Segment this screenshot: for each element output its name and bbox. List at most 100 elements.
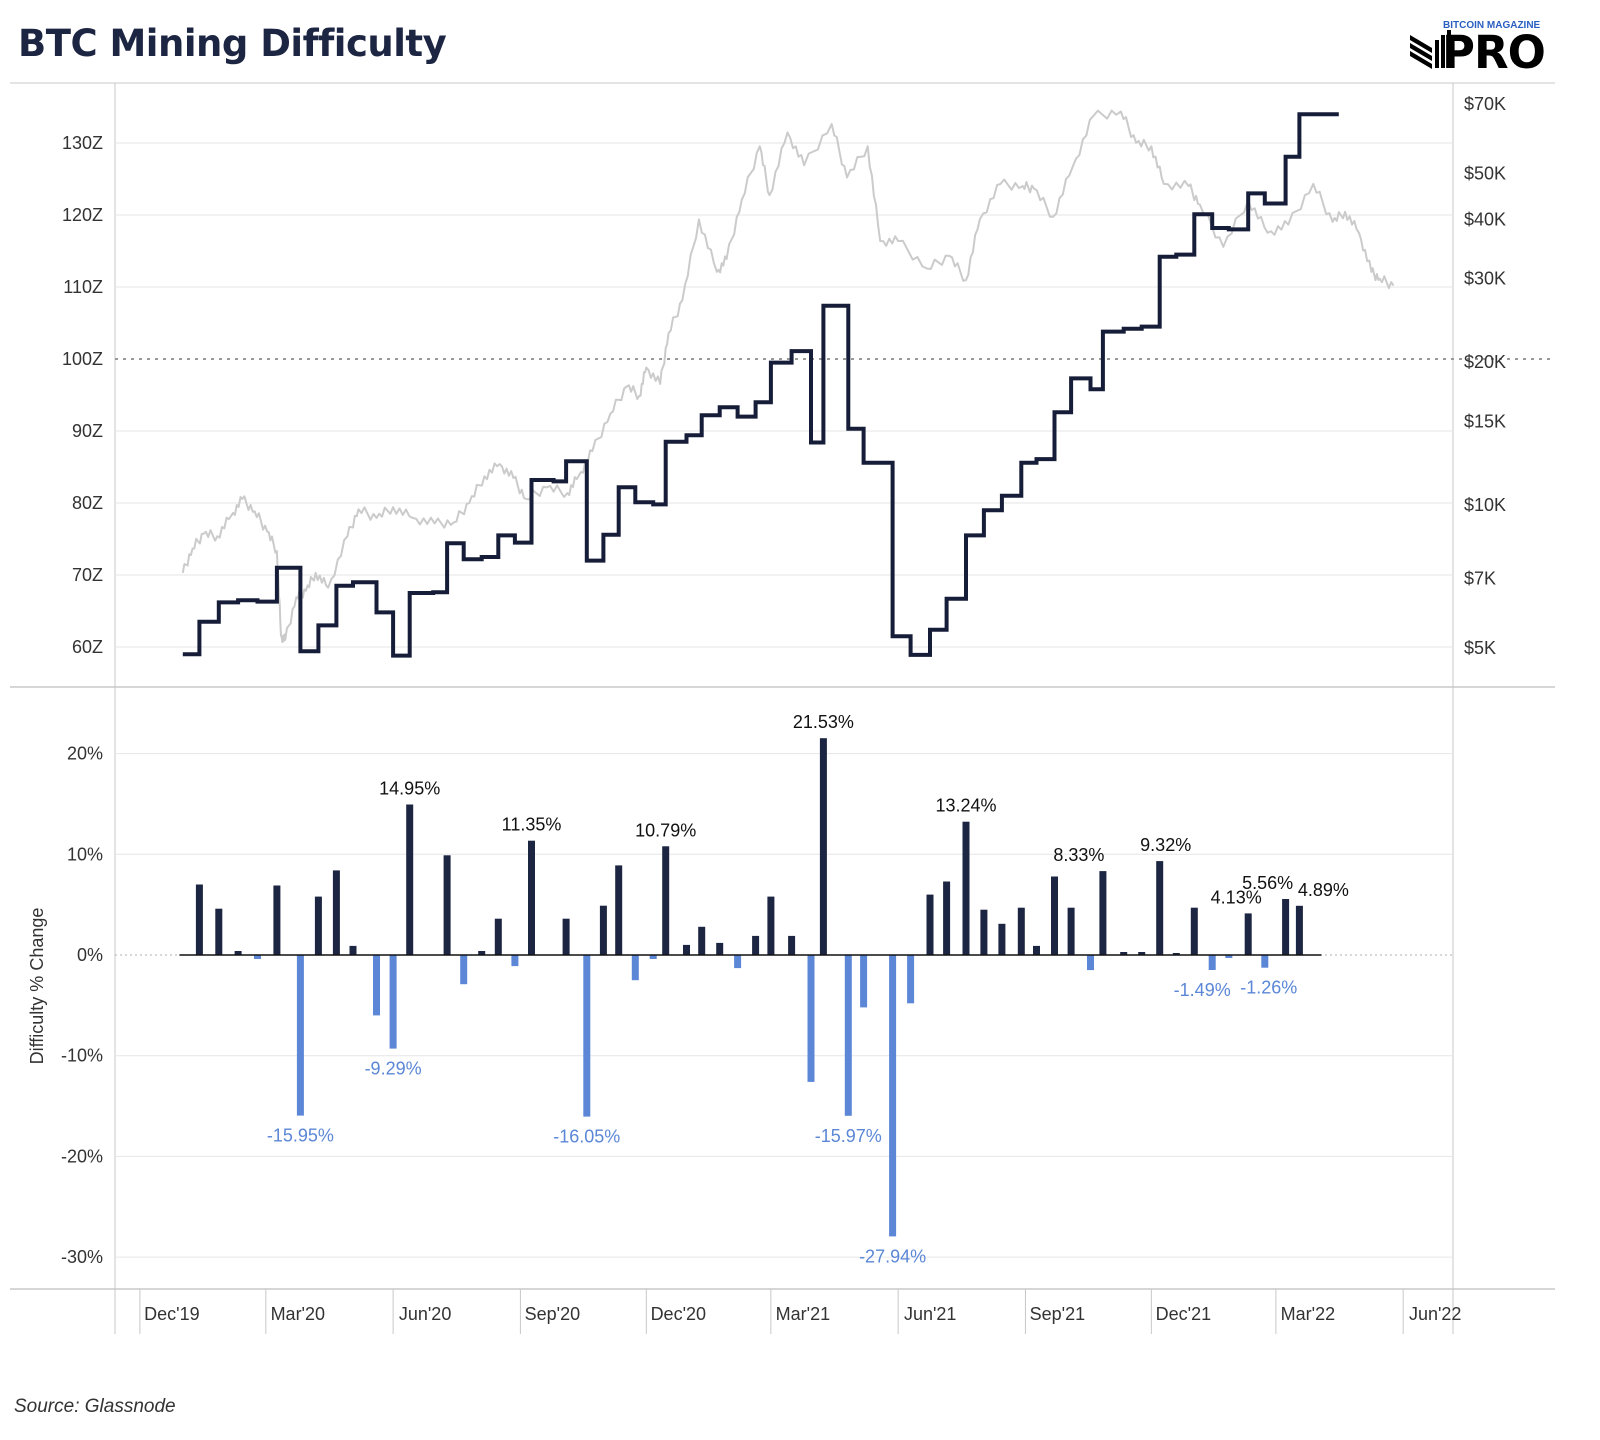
bar xyxy=(234,951,242,955)
y-tick-label: -10% xyxy=(61,1046,103,1066)
bar-value-label: 5.56% xyxy=(1242,873,1293,893)
bitcoin-magazine-pro-logo: BITCOIN MAGAZINE PRO xyxy=(1410,20,1546,79)
bar xyxy=(273,885,281,955)
bar xyxy=(494,918,502,955)
chart-title: BTC Mining Difficulty xyxy=(18,22,447,65)
bar xyxy=(943,881,951,955)
bar xyxy=(819,738,827,955)
y-tick-label: 90Z xyxy=(72,421,103,441)
bar xyxy=(1172,953,1180,955)
bar xyxy=(1282,899,1290,955)
bar xyxy=(528,840,535,955)
x-tick-label: Jun'22 xyxy=(1409,1304,1461,1324)
chart-frame xyxy=(10,82,1555,1334)
bottom-panel-gridlines xyxy=(115,753,1453,1258)
price-line xyxy=(181,109,1395,644)
source-note: Source: Glassnode xyxy=(14,1396,176,1417)
bar-value-label: -1.26% xyxy=(1240,978,1297,998)
bar xyxy=(373,955,380,1016)
y2-tick-label: $20K xyxy=(1464,352,1506,372)
bar xyxy=(1017,907,1025,955)
bar xyxy=(332,870,340,955)
bar xyxy=(683,944,690,955)
bar-value-label: -1.49% xyxy=(1174,980,1231,1000)
y2-tick-label: $70K xyxy=(1464,94,1506,114)
top-panel-gridlines xyxy=(115,142,1453,648)
x-tick-label: Dec'20 xyxy=(651,1304,706,1324)
bottom-y-axis-label: Difficulty % Change xyxy=(27,908,47,1065)
bar xyxy=(698,926,706,955)
bar xyxy=(807,955,815,1082)
y-tick-label: 80Z xyxy=(72,493,103,513)
bar xyxy=(389,955,397,1049)
bar xyxy=(716,942,724,955)
bar xyxy=(1156,861,1164,955)
bar xyxy=(1120,952,1128,955)
bottom-axis-ticks: 20% 10% 0% -10% -20% -30% xyxy=(61,744,103,1268)
bar xyxy=(460,955,468,985)
bar xyxy=(998,923,1006,955)
y-tick-label: 70Z xyxy=(72,565,103,585)
bar-value-label: 11.35% xyxy=(502,815,562,835)
y-tick-label: 60Z xyxy=(72,637,103,657)
y-tick-label: 100Z xyxy=(62,349,103,369)
y-tick-label: 130Z xyxy=(62,133,103,153)
bar xyxy=(788,935,796,955)
bar xyxy=(478,951,486,955)
difficulty-line xyxy=(182,112,1339,658)
bar xyxy=(734,955,742,969)
x-tick-label: Dec'19 xyxy=(144,1304,199,1324)
y-tick-label: 0% xyxy=(77,945,103,965)
top-left-axis-ticks: 60Z 70Z 80Z 90Z 100Z 110Z 120Z 130Z xyxy=(62,133,103,657)
x-axis-ticks: Dec'19 Mar'20 Jun'20 Sep'20 Dec'20 Mar'21 Jun'… xyxy=(139,1289,1461,1334)
bar xyxy=(662,846,670,955)
bar xyxy=(1208,955,1216,970)
y-tick-label: 20% xyxy=(67,744,103,764)
bar-value-label: -15.97% xyxy=(815,1126,882,1146)
bar xyxy=(844,955,852,1116)
bar xyxy=(1225,955,1233,958)
bar xyxy=(1087,955,1094,971)
bar-value-label: 10.79% xyxy=(635,820,696,840)
y2-tick-label: $15K xyxy=(1464,412,1506,432)
bar-data-labels: -15.95% -9.29% 14.95% 11.35% -16.05% 10.79% 21… xyxy=(267,712,1349,1266)
bar xyxy=(254,955,261,959)
bar xyxy=(889,955,897,1237)
y2-tick-label: $10K xyxy=(1464,495,1506,515)
x-tick-label: Jun'20 xyxy=(399,1304,451,1324)
y-tick-label: 110Z xyxy=(63,277,103,297)
bar xyxy=(1261,955,1269,968)
y-tick-label: 120Z xyxy=(62,205,103,225)
y2-tick-label: $7K xyxy=(1464,569,1496,589)
bar-value-label: -15.95% xyxy=(267,1126,334,1146)
bar xyxy=(1295,905,1303,955)
bar xyxy=(511,955,519,967)
bar xyxy=(1138,952,1146,955)
bar xyxy=(443,855,451,955)
x-tick-label: Mar'22 xyxy=(1281,1304,1335,1324)
x-tick-label: Mar'20 xyxy=(271,1304,325,1324)
bar xyxy=(583,955,591,1117)
bar xyxy=(296,955,304,1116)
bar xyxy=(215,908,223,955)
x-tick-label: Dec'21 xyxy=(1156,1304,1211,1324)
x-tick-label: Sep'20 xyxy=(525,1304,581,1324)
bar-value-label: -16.05% xyxy=(553,1127,620,1147)
bar xyxy=(962,821,970,955)
bar xyxy=(980,909,988,955)
bar-value-label: 13.24% xyxy=(935,796,996,816)
bar xyxy=(599,905,607,955)
logo-top-text: BITCOIN MAGAZINE xyxy=(1443,20,1541,31)
bar xyxy=(907,955,915,1004)
bar-value-label: -9.29% xyxy=(365,1059,422,1079)
bar-value-label: 4.89% xyxy=(1298,880,1349,900)
bar xyxy=(649,955,657,959)
bar xyxy=(349,945,357,955)
bar xyxy=(1099,871,1107,955)
logo-stripes-icon xyxy=(1410,30,1451,69)
x-tick-label: Sep'21 xyxy=(1030,1304,1086,1324)
y-tick-label: -20% xyxy=(61,1146,103,1166)
bar xyxy=(926,894,934,955)
bar xyxy=(406,804,414,955)
